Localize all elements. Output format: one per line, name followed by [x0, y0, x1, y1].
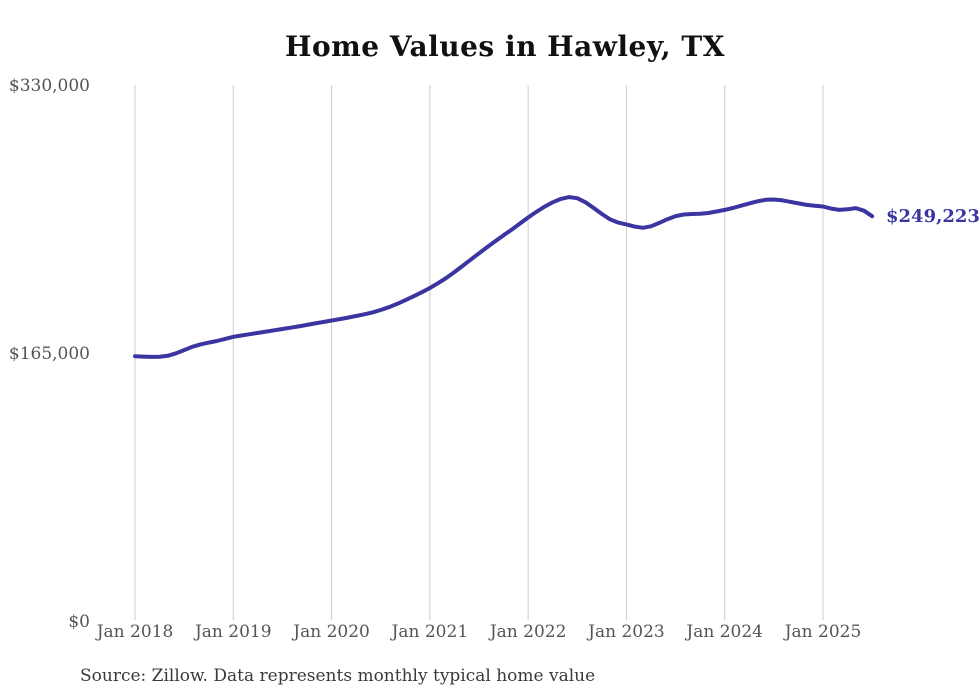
y-axis-label: $330,000 [9, 76, 90, 96]
end-value-label: $249,223 [886, 206, 980, 227]
y-axis-label: $0 [68, 612, 90, 632]
source-note: Source: Zillow. Data represents monthly … [80, 666, 596, 686]
x-axis-label: Jan 2019 [193, 622, 272, 642]
value-line [133, 195, 875, 359]
x-axis-label: Jan 2024 [684, 622, 763, 642]
y-axis-label: $165,000 [9, 344, 90, 364]
x-axis-label: Jan 2025 [783, 622, 862, 642]
chart-title: Home Values in Hawley, TX [285, 30, 725, 63]
x-axis-label: Jan 2021 [390, 622, 469, 642]
x-axis-label: Jan 2022 [488, 622, 567, 642]
x-axis-label: Jan 2018 [95, 622, 174, 642]
x-axis-label: Jan 2020 [291, 622, 370, 642]
x-axis-label: Jan 2023 [586, 622, 665, 642]
